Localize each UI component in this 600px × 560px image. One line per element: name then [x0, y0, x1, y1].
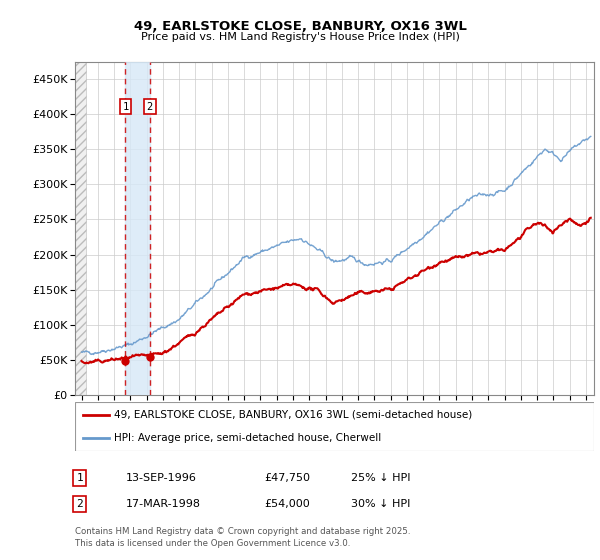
Text: 49, EARLSTOKE CLOSE, BANBURY, OX16 3WL: 49, EARLSTOKE CLOSE, BANBURY, OX16 3WL — [134, 20, 466, 32]
Text: Contains HM Land Registry data © Crown copyright and database right 2025.
This d: Contains HM Land Registry data © Crown c… — [75, 527, 410, 548]
Text: 1: 1 — [122, 101, 128, 111]
Text: 2: 2 — [76, 499, 83, 509]
Text: 30% ↓ HPI: 30% ↓ HPI — [351, 499, 410, 509]
Text: 2: 2 — [147, 101, 153, 111]
Text: 13-SEP-1996: 13-SEP-1996 — [126, 473, 197, 483]
Text: £54,000: £54,000 — [264, 499, 310, 509]
Text: 17-MAR-1998: 17-MAR-1998 — [126, 499, 201, 509]
Text: Price paid vs. HM Land Registry's House Price Index (HPI): Price paid vs. HM Land Registry's House … — [140, 32, 460, 42]
Text: £47,750: £47,750 — [264, 473, 310, 483]
FancyBboxPatch shape — [75, 402, 594, 451]
Bar — [125, 62, 150, 395]
Text: 49, EARLSTOKE CLOSE, BANBURY, OX16 3WL (semi-detached house): 49, EARLSTOKE CLOSE, BANBURY, OX16 3WL (… — [114, 410, 472, 420]
Text: 25% ↓ HPI: 25% ↓ HPI — [351, 473, 410, 483]
Text: HPI: Average price, semi-detached house, Cherwell: HPI: Average price, semi-detached house,… — [114, 433, 381, 444]
Text: 1: 1 — [76, 473, 83, 483]
